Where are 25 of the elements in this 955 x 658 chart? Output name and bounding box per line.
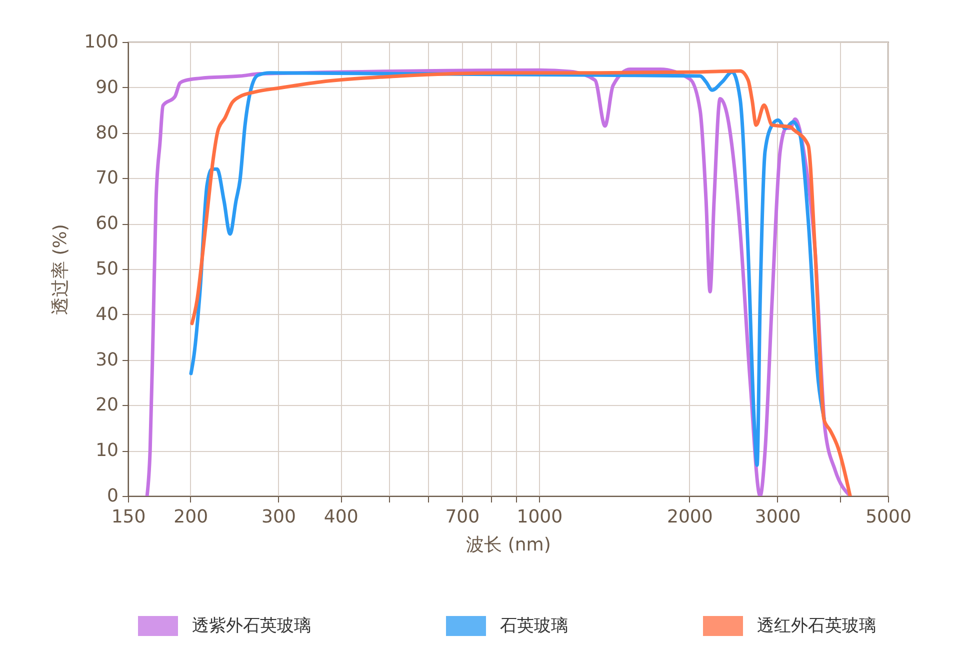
y-tick-label: 40 <box>96 304 118 325</box>
x-tick-label: 1000 <box>516 506 563 528</box>
y-tick-label: 70 <box>96 168 118 189</box>
y-tick-label: 10 <box>96 440 118 462</box>
y-tick-label: 100 <box>84 32 118 52</box>
y-tick-label: 30 <box>96 349 118 370</box>
y-tick-label: 20 <box>96 394 118 416</box>
y-axis-title: 透过率 (%) <box>50 224 72 315</box>
x-tick-label: 3000 <box>754 506 801 528</box>
legend-label: 透紫外石英玻璃 <box>192 616 311 636</box>
x-tick-label: 400 <box>324 506 358 528</box>
y-tick-label: 80 <box>96 122 118 144</box>
y-tick-label: 50 <box>96 258 118 280</box>
x-tick-label: 2000 <box>667 506 713 528</box>
x-tick-label: 700 <box>445 506 480 528</box>
legend-label: 石英玻璃 <box>500 616 568 636</box>
y-tick-label: 90 <box>96 76 118 98</box>
y-tick-label: 0 <box>107 486 118 506</box>
x-tick-label: 150 <box>111 506 146 528</box>
y-tick-label: 60 <box>96 213 118 234</box>
x-tick-label: 5000 <box>866 506 912 528</box>
x-tick-label: 300 <box>262 506 296 528</box>
legend-label: 透红外石英玻璃 <box>757 616 876 636</box>
x-axis-title: 波长 (nm) <box>466 534 551 556</box>
x-tick-label: 200 <box>174 506 208 528</box>
